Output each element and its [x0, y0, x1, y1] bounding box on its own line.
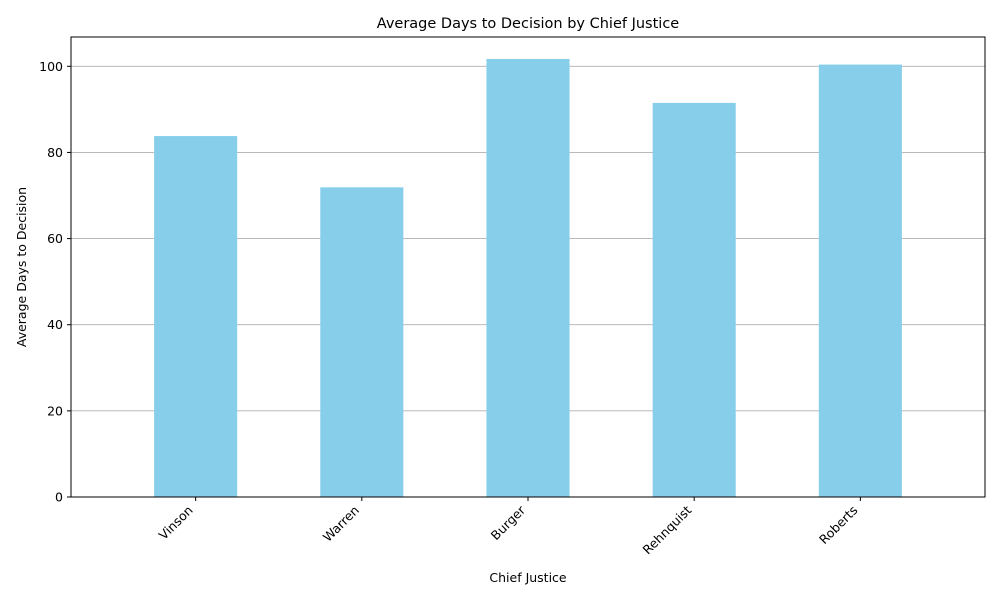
- y-tick-label: 40: [47, 317, 63, 332]
- x-tick-label: Roberts: [816, 503, 861, 548]
- x-axis-label: Chief Justice: [489, 570, 567, 585]
- x-axis-ticks: Vinson Warren Burger Rehnquist Roberts: [156, 497, 861, 557]
- bar-vinson: [154, 136, 238, 498]
- y-tick-label: 60: [47, 231, 63, 246]
- x-tick-label: Warren: [320, 503, 362, 545]
- bar-roberts: [818, 64, 902, 497]
- bar-warren: [320, 187, 404, 497]
- y-tick-label: 20: [47, 403, 63, 418]
- y-axis-ticks: 0 20 40 60 80 100: [39, 59, 71, 505]
- y-tick-label: 0: [55, 490, 63, 505]
- y-tick-label: 80: [47, 145, 63, 160]
- bar-rehnquist: [652, 102, 736, 498]
- x-tick-label: Rehnquist: [640, 502, 695, 557]
- y-axis-label: Average Days to Decision: [14, 187, 29, 347]
- y-tick-label: 100: [39, 59, 63, 74]
- x-tick-label: Burger: [488, 502, 529, 543]
- bars: [154, 58, 902, 498]
- chart-title: Average Days to Decision by Chief Justic…: [377, 16, 680, 32]
- x-tick-label: Vinson: [156, 503, 196, 543]
- bar-burger: [486, 58, 570, 497]
